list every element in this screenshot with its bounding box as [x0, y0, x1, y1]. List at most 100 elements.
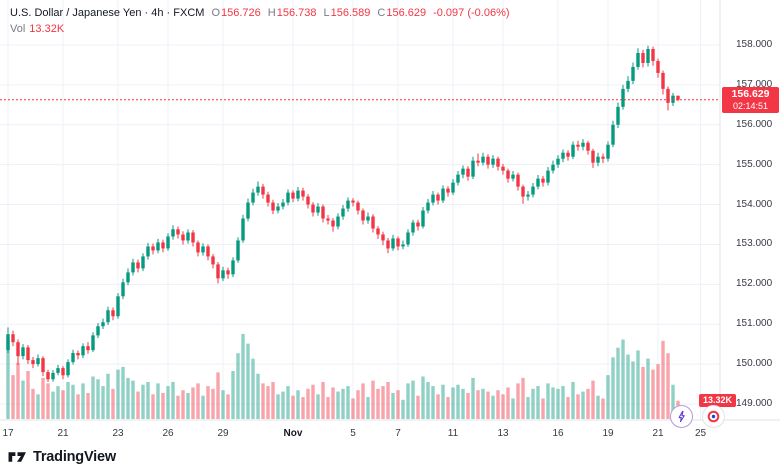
time-tick-label: 26 [162, 428, 174, 439]
candle [386, 240, 390, 249]
volume-bar [141, 384, 145, 419]
price-tick-label: 157.000 [736, 78, 773, 90]
time-tick-label: 5 [350, 428, 356, 439]
volume-bar [646, 358, 650, 419]
candle [81, 346, 85, 356]
candle [566, 152, 570, 157]
candle [76, 352, 80, 356]
volume-bar [301, 397, 305, 419]
volume-bar [616, 347, 620, 419]
volume-bar [611, 357, 615, 419]
candle [491, 158, 495, 165]
candle [571, 144, 575, 157]
target-button[interactable] [702, 405, 725, 428]
volume-bar [221, 390, 225, 419]
time-tick-label: 21 [57, 428, 69, 439]
candle [196, 242, 200, 253]
candle [221, 270, 225, 279]
tradingview-logo-icon [8, 452, 26, 462]
candle [231, 260, 235, 275]
tradingview-logo[interactable]: TradingView [8, 449, 116, 465]
candle [586, 142, 590, 151]
volume-bar [561, 386, 565, 419]
volume-bar [441, 384, 445, 419]
candle [6, 334, 10, 351]
volume-bar [21, 380, 25, 419]
candle [51, 372, 55, 380]
candle [21, 347, 25, 357]
candle [651, 48, 655, 61]
volume-bar [396, 390, 400, 419]
candle [306, 196, 310, 205]
volume-bar [536, 386, 540, 419]
candle [476, 160, 480, 163]
volume-bar [311, 384, 315, 419]
candle [551, 164, 555, 171]
volume-bar [666, 353, 670, 419]
volume-bar [621, 339, 625, 419]
candle [31, 360, 35, 365]
low-value: 156.589 [330, 7, 371, 19]
candle [356, 202, 360, 211]
volume-bar [501, 394, 505, 419]
candle [401, 244, 405, 247]
time-tick-label: 13 [497, 428, 509, 439]
volume-bar [196, 383, 200, 419]
volume-bar [476, 390, 480, 419]
volume-bar [376, 388, 380, 419]
time-axis[interactable]: 17 21 23 26 29 Nov 5 7 11 13 16 19 21 25 [0, 423, 780, 445]
candle [256, 186, 260, 193]
volume-bar [546, 383, 550, 419]
volume-bar [41, 377, 45, 419]
candle [126, 272, 130, 283]
candle [41, 358, 45, 373]
volume-bar [16, 362, 20, 419]
candle [56, 368, 60, 373]
volume-bar [86, 392, 90, 419]
volume-bar [366, 397, 370, 419]
candle [11, 334, 15, 343]
volume-bar [426, 381, 430, 419]
candle [376, 228, 380, 235]
candle [241, 218, 245, 241]
lightning-button[interactable] [670, 405, 693, 428]
volume-bar [6, 339, 10, 419]
candle [636, 52, 640, 67]
candle [471, 160, 475, 177]
volume-bar [456, 384, 460, 419]
symbol-legend[interactable]: U.S. Dollar / Japanese Yen · 4h · FXCM O… [10, 7, 510, 19]
candle [556, 158, 560, 165]
time-tick-label: 16 [552, 428, 564, 439]
volume-bar [96, 379, 100, 419]
volume-bar [591, 380, 595, 419]
volume-bar [346, 386, 350, 419]
candle [136, 262, 140, 269]
candle [461, 168, 465, 175]
volume-bar [466, 392, 470, 419]
price-tick-label: 152.000 [736, 278, 773, 290]
volume-bar [381, 386, 385, 419]
volume-bar [436, 394, 440, 419]
price-axis[interactable]: 149.000 150.000 151.000 152.000 153.000 154.0… [720, 0, 780, 420]
volume-bar [626, 354, 630, 419]
volume-bar [191, 387, 195, 419]
price-tick-label: 151.000 [736, 318, 773, 330]
volume-legend[interactable]: Vol 13.32K [10, 23, 64, 35]
candle [101, 322, 105, 327]
candle [621, 88, 625, 107]
volume-bar [566, 397, 570, 419]
candle [71, 352, 75, 363]
price-tick-label: 150.000 [736, 358, 773, 370]
candle [301, 190, 305, 197]
candle [66, 362, 70, 376]
candle [411, 222, 415, 233]
volume-bar [211, 388, 215, 419]
volume-bar [226, 394, 230, 419]
open-value: 156.726 [221, 7, 261, 19]
volume-bar [66, 381, 70, 419]
candle [141, 256, 145, 269]
candle [326, 218, 330, 221]
candle [91, 335, 95, 351]
candle [176, 229, 180, 235]
